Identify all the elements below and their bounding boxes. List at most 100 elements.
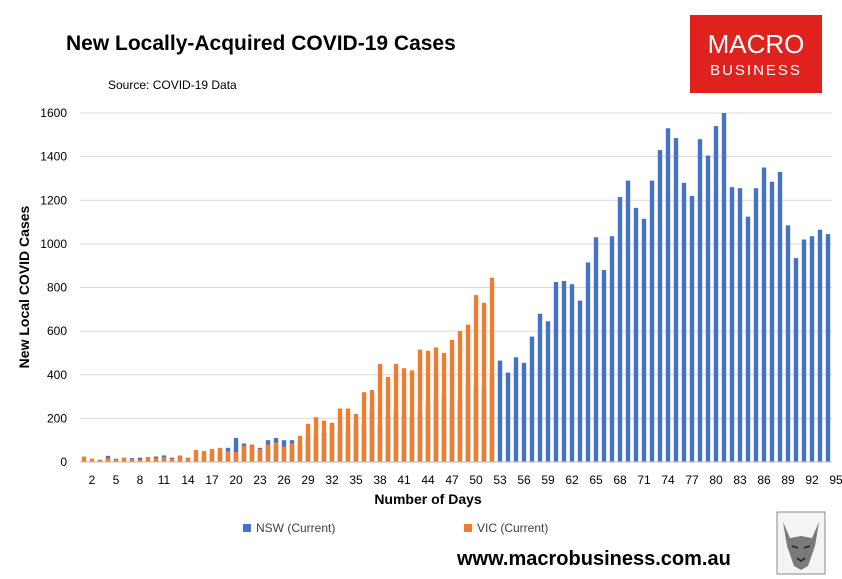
bar-nsw [665, 128, 671, 463]
y-tick-labels: 0 200 400 600 800 1000 1200 1400 1600 [40, 106, 67, 469]
bar-vic [113, 459, 119, 462]
bar-vic [145, 457, 151, 462]
bar-vic [313, 417, 319, 462]
x-tick-label: 77 [685, 473, 699, 487]
bar-vic [385, 376, 391, 462]
bar-vic [489, 277, 495, 462]
x-tick-label: 89 [781, 473, 795, 487]
x-tick-label: 62 [565, 473, 579, 487]
bar-nsw [705, 155, 711, 463]
website-url: www.macrobusiness.com.au [456, 548, 731, 570]
y-tick-label: 600 [47, 324, 67, 338]
x-tick-label: 14 [181, 473, 195, 487]
legend: NSW (Current) VIC (Current) [243, 521, 548, 535]
bar-vic [193, 450, 199, 462]
bar-vic [417, 349, 423, 462]
wolf-face-icon [791, 545, 811, 562]
wolf-logo [776, 511, 826, 575]
bar-vic [353, 414, 359, 462]
bar-nsw [233, 438, 239, 462]
x-tick-label: 35 [349, 473, 363, 487]
logo: MACRO BUSINESS [690, 15, 822, 93]
x-tick-label: 65 [589, 473, 603, 487]
bar-vic [105, 458, 111, 462]
bar-nsw [601, 270, 607, 462]
bar-nsw [617, 196, 623, 462]
bar-vic [209, 448, 215, 462]
x-tick-label: 20 [229, 473, 243, 487]
bar-vic [249, 444, 255, 462]
bar-nsw [753, 188, 759, 463]
bar-nsw [537, 313, 543, 462]
bar-vic [265, 444, 271, 462]
bar-nsw [497, 360, 503, 462]
x-tick-label: 29 [301, 473, 315, 487]
bar-nsw [809, 236, 815, 462]
bar-nsw [521, 362, 527, 462]
bar-nsw [649, 180, 655, 462]
x-tick-label: 44 [421, 473, 435, 487]
y-tick-label: 400 [47, 368, 67, 382]
bar-vic [81, 456, 87, 462]
bar-vic [185, 457, 191, 462]
bar-nsw [785, 225, 791, 462]
bar-vic [377, 363, 383, 462]
x-tick-label: 74 [661, 473, 675, 487]
x-tick-label: 32 [325, 473, 339, 487]
bar-vic [217, 447, 223, 462]
bar-vic [473, 295, 479, 462]
bar-vic [481, 302, 487, 462]
chart-title: New Locally-Acquired COVID-19 Cases [66, 32, 456, 55]
bar-nsw [641, 218, 647, 462]
bar-vic [449, 339, 455, 462]
bar-vic [305, 423, 311, 462]
bar-nsw [697, 139, 703, 463]
logo-line1: MACRO [708, 29, 805, 59]
bar-nsw [737, 188, 743, 463]
bar-vic [129, 458, 135, 462]
x-tick-label: 53 [493, 473, 507, 487]
bar-vic [225, 451, 231, 462]
bar-vic [201, 451, 207, 462]
legend-swatch-vic [464, 524, 472, 532]
x-tick-label: 86 [757, 473, 771, 487]
y-tick-label: 0 [60, 455, 67, 469]
x-tick-label: 8 [137, 473, 144, 487]
bar-vic [289, 443, 295, 462]
x-tick-label: 50 [469, 473, 483, 487]
x-tick-label: 80 [709, 473, 723, 487]
bar-nsw [593, 237, 599, 462]
bar-vic [425, 350, 431, 462]
bar-nsw [609, 236, 615, 462]
bar-vic [329, 422, 335, 462]
bar-nsw [513, 357, 519, 462]
bar-nsw [817, 229, 823, 462]
bar-nsw [777, 171, 783, 463]
x-tick-label: 92 [805, 473, 819, 487]
y-axis-title: New Local COVID Cases [16, 205, 32, 368]
x-tick-label: 71 [637, 473, 651, 487]
bar-nsw [801, 239, 807, 462]
chart-subtitle: Source: COVID-19 Data [108, 78, 237, 92]
y-tick-label: 1200 [40, 193, 67, 207]
bar-nsw [529, 336, 535, 462]
bar-nsw [761, 167, 767, 462]
bar-nsw [745, 216, 751, 462]
bar-vic [369, 390, 375, 462]
bar-vic [121, 457, 127, 462]
bar-vic [281, 446, 287, 462]
bar-nsw [585, 262, 591, 462]
bar-vic [465, 324, 471, 462]
legend-label-nsw: NSW (Current) [256, 521, 335, 535]
x-tick-label: 68 [613, 473, 627, 487]
bar-vic [233, 452, 239, 462]
bar-nsw [689, 195, 695, 462]
legend-swatch-nsw [243, 524, 251, 532]
x-tick-label: 59 [541, 473, 555, 487]
bar-nsw [769, 181, 775, 462]
bar-vic [401, 368, 407, 462]
bar-vic [169, 458, 175, 462]
bar-vic [153, 458, 159, 462]
x-tick-label: 2 [89, 473, 96, 487]
